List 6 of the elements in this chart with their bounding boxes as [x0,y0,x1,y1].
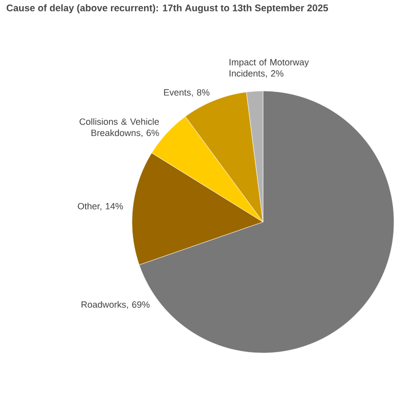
slice-label: Impact of Motorway Incidents, 2% [230,58,309,78]
slice-label: Events, 8% [164,89,210,97]
slice-label: Roadworks, 69% [82,301,150,309]
slice-label: Collisions & Vehicle Breakdowns, 6% [80,118,159,138]
slice-label: Other, 14% [78,202,123,210]
chart-title: Cause of delay (above recurrent): 17th August to 13th September 2025 [6,4,328,14]
